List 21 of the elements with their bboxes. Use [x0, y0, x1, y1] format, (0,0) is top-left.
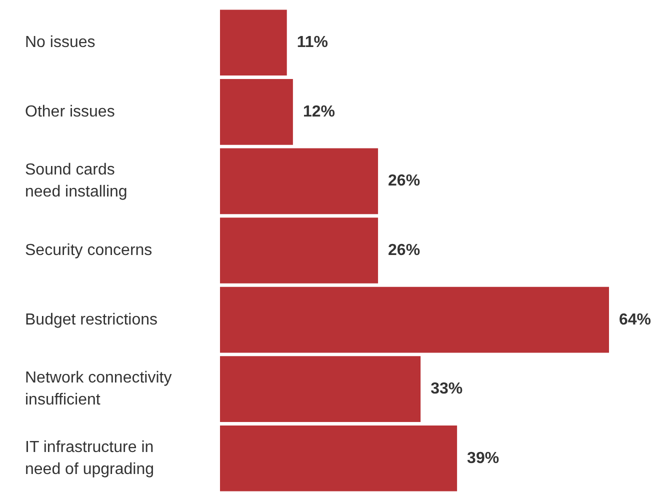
y-tick-label: Other issues — [25, 103, 115, 120]
data-label: 11% — [296, 34, 328, 52]
data-label: 12% — [302, 103, 335, 120]
data-label: 26% — [388, 172, 420, 190]
y-tick-label: Budget restrictions — [25, 311, 158, 328]
y-tick-label: Network connectivity insufficient — [25, 370, 172, 409]
y-tick-label: Sound cards need installing — [25, 162, 128, 201]
bar — [220, 10, 287, 76]
bar — [220, 286, 609, 353]
bar — [220, 425, 458, 492]
bar — [220, 218, 378, 284]
data-label: 26% — [388, 242, 420, 259]
data-label: 33% — [430, 380, 463, 398]
bar — [220, 79, 293, 145]
data-label: 39% — [467, 450, 500, 467]
bar — [220, 148, 378, 214]
y-tick-label: IT infrastructure in need of upgrading — [25, 438, 154, 478]
bar — [220, 356, 421, 422]
data-label: 64% — [619, 311, 652, 328]
y-tick-label: Security concerns — [25, 242, 152, 259]
y-tick-label: No issues — [25, 34, 96, 52]
